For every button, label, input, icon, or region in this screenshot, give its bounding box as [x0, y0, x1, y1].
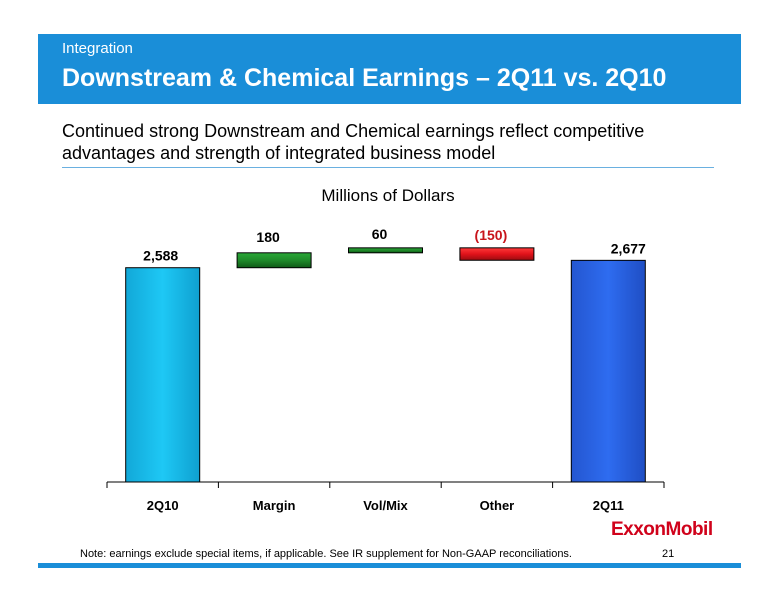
category-label: 2Q11	[593, 498, 624, 513]
category-label: Other	[480, 498, 515, 513]
bar-vol-mix	[348, 247, 423, 254]
value-label: 60	[372, 226, 388, 242]
value-label: 180	[256, 229, 280, 245]
slide-title: Downstream & Chemical Earnings – 2Q11 vs…	[62, 64, 667, 92]
bar-margin	[236, 252, 312, 269]
bar-other	[459, 247, 535, 261]
slide-header: Integration Downstream & Chemical Earnin…	[38, 34, 741, 104]
bar-2q10	[125, 267, 201, 483]
category-label: 2Q10	[147, 498, 179, 513]
exxonmobil-logo: ExxonMobil	[611, 519, 713, 540]
footnote: Note: earnings exclude special items, if…	[80, 548, 572, 560]
chart-title: Millions of Dollars	[321, 186, 455, 205]
page-number: 21	[662, 548, 675, 560]
category-label: Vol/Mix	[363, 498, 408, 513]
section-tag: Integration	[62, 40, 133, 57]
bar-2q11	[570, 259, 646, 483]
value-label: (150)	[475, 227, 508, 243]
slide-subtitle: Continued strong Downstream and Chemical…	[62, 121, 645, 163]
bottom-bar	[38, 563, 741, 568]
category-label: Margin	[253, 498, 296, 513]
value-label: 2,677	[611, 240, 646, 256]
value-label: 2,588	[143, 248, 178, 264]
divider-line	[62, 167, 714, 168]
